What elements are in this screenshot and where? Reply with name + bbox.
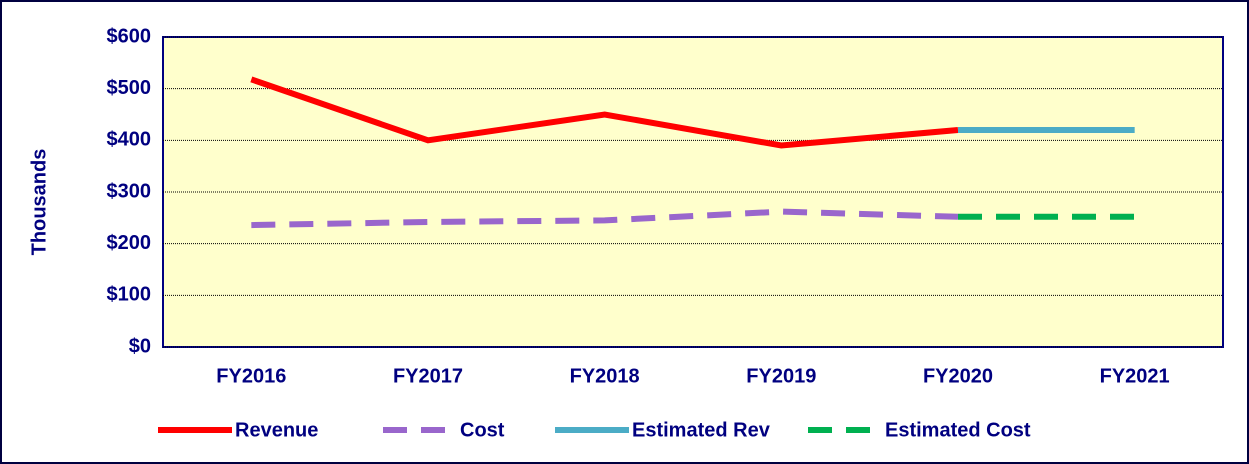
y-tick-label: $0 xyxy=(129,335,151,357)
x-tick-label: FY2016 xyxy=(216,365,286,387)
y-tick-label: $100 xyxy=(107,284,152,306)
y-tick-label: $500 xyxy=(107,77,152,99)
x-tick-label: FY2020 xyxy=(923,365,993,387)
x-tick-label: FY2017 xyxy=(393,365,463,387)
x-tick-label: FY2019 xyxy=(746,365,816,387)
legend-label: Cost xyxy=(460,419,505,441)
series-line xyxy=(250,76,959,149)
x-tick-label: FY2021 xyxy=(1100,365,1170,387)
y-axis-title: Thousands xyxy=(28,149,50,256)
legend-label: Estimated Rev xyxy=(632,419,771,441)
y-tick-label: $200 xyxy=(107,232,152,254)
y-tick-label: $400 xyxy=(107,129,152,151)
legend-label: Revenue xyxy=(235,419,318,441)
legend-label: Estimated Cost xyxy=(885,419,1031,441)
series-line xyxy=(251,208,959,229)
x-tick-label: FY2018 xyxy=(570,365,640,387)
y-tick-label: $300 xyxy=(107,180,152,202)
y-tick-label: $600 xyxy=(107,25,152,47)
